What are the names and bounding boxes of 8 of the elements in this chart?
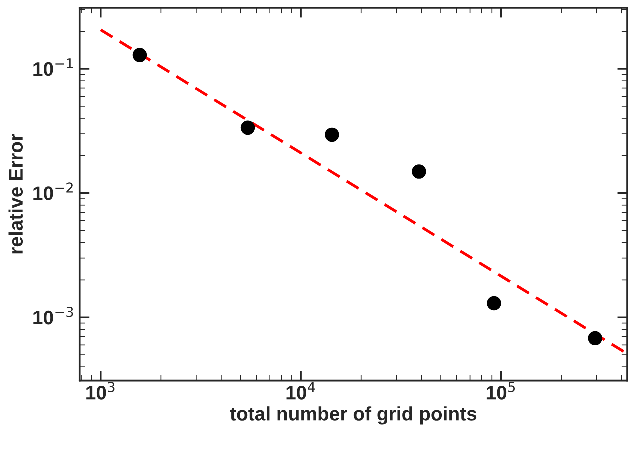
x-axis-title: total number of grid points — [230, 406, 477, 425]
x-tick-label: 10$^{3}$ — [86, 382, 115, 400]
x-tick-label: 10$^{5}$ — [486, 382, 516, 400]
y-tick-label: 10$^{−1}$ — [34, 58, 74, 76]
y-tick-label: 10$^{−3}$ — [34, 306, 74, 325]
y-axis-title: relative Error — [8, 134, 24, 254]
y-tick-label: 10$^{−2}$ — [34, 182, 73, 200]
x-tick-label: 10$^{4}$ — [286, 382, 316, 400]
